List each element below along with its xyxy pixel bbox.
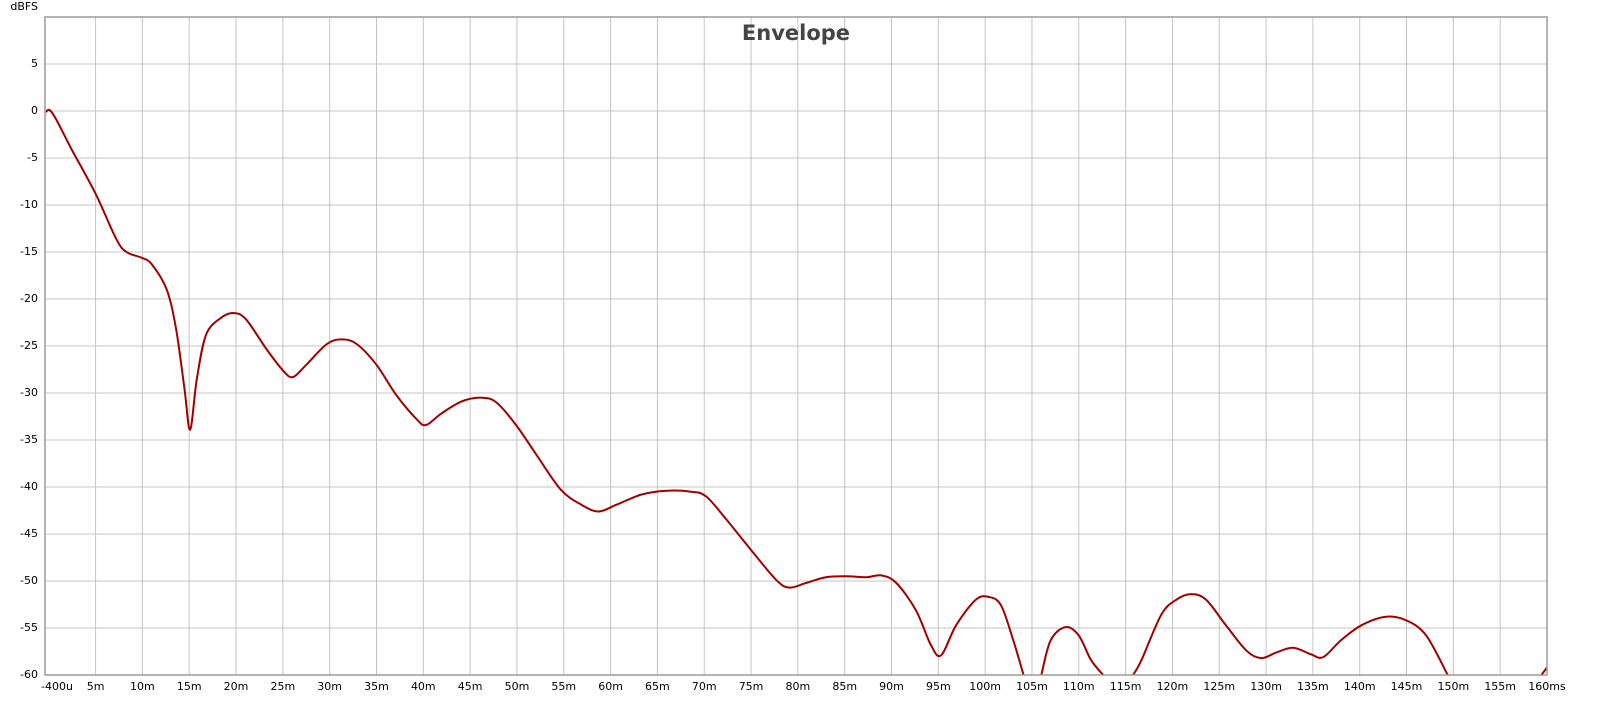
grid: [44, 17, 1548, 676]
x-tick-label: 160ms: [1528, 680, 1566, 693]
x-tick-label: 35m: [364, 680, 389, 693]
y-tick-label: -40: [20, 480, 38, 493]
x-tick-label: 30m: [317, 680, 342, 693]
x-tick-label: 95m: [926, 680, 951, 693]
x-tick-label: 5m: [87, 680, 105, 693]
x-tick-label: 155m: [1484, 680, 1516, 693]
envelope-line: [45, 108, 1548, 676]
x-tick-label: 135m: [1297, 680, 1329, 693]
x-tick-label: 125m: [1203, 680, 1235, 693]
x-tick-label: 85m: [832, 680, 857, 693]
x-tick-label: 100m: [969, 680, 1001, 693]
y-tick-label: 0: [31, 104, 38, 117]
x-tick-label: 20m: [224, 680, 249, 693]
x-tick-label: 140m: [1344, 680, 1376, 693]
x-tick-label: 10m: [130, 680, 155, 693]
y-tick-label: -15: [20, 245, 38, 258]
x-tick-label: 15m: [177, 680, 202, 693]
y-tick-label: -50: [20, 574, 38, 587]
x-tick-label: 25m: [270, 680, 295, 693]
y-tick-label: -10: [20, 198, 38, 211]
x-tick-label: 50m: [505, 680, 530, 693]
x-tick-label: 75m: [739, 680, 764, 693]
x-tick-label: 115m: [1110, 680, 1142, 693]
y-tick-label: -30: [20, 386, 38, 399]
plot: [45, 108, 1548, 676]
x-tick-label: 65m: [645, 680, 670, 693]
y-tick-label: 5: [31, 57, 38, 70]
x-tick-label: -400u: [41, 680, 73, 693]
x-tick-label: 130m: [1250, 680, 1282, 693]
y-tick-label: -45: [20, 527, 38, 540]
plot-frame: [44, 16, 1548, 676]
x-tick-label: 145m: [1391, 680, 1423, 693]
x-tick-label: 60m: [598, 680, 623, 693]
x-tick-label: 150m: [1437, 680, 1469, 693]
y-tick-label: -55: [20, 621, 38, 634]
x-tick-label: 70m: [692, 680, 717, 693]
chart-title: Envelope: [742, 21, 850, 45]
y-tick-label: -35: [20, 433, 38, 446]
y-tick-label: -60: [20, 668, 38, 681]
y-tick-label: -5: [27, 151, 38, 164]
x-tick-label: 90m: [879, 680, 904, 693]
x-tick-label: 55m: [551, 680, 576, 693]
x-tick-label: 80m: [786, 680, 811, 693]
x-tick-label: 105m: [1016, 680, 1048, 693]
x-tick-label: 45m: [458, 680, 483, 693]
y-tick-label: -20: [20, 292, 38, 305]
x-tick-label: 110m: [1063, 680, 1095, 693]
x-tick-label: 120m: [1157, 680, 1189, 693]
x-tick-label: 40m: [411, 680, 436, 693]
y-axis-label: dBFS: [10, 0, 38, 13]
y-tick-label: -25: [20, 339, 38, 352]
